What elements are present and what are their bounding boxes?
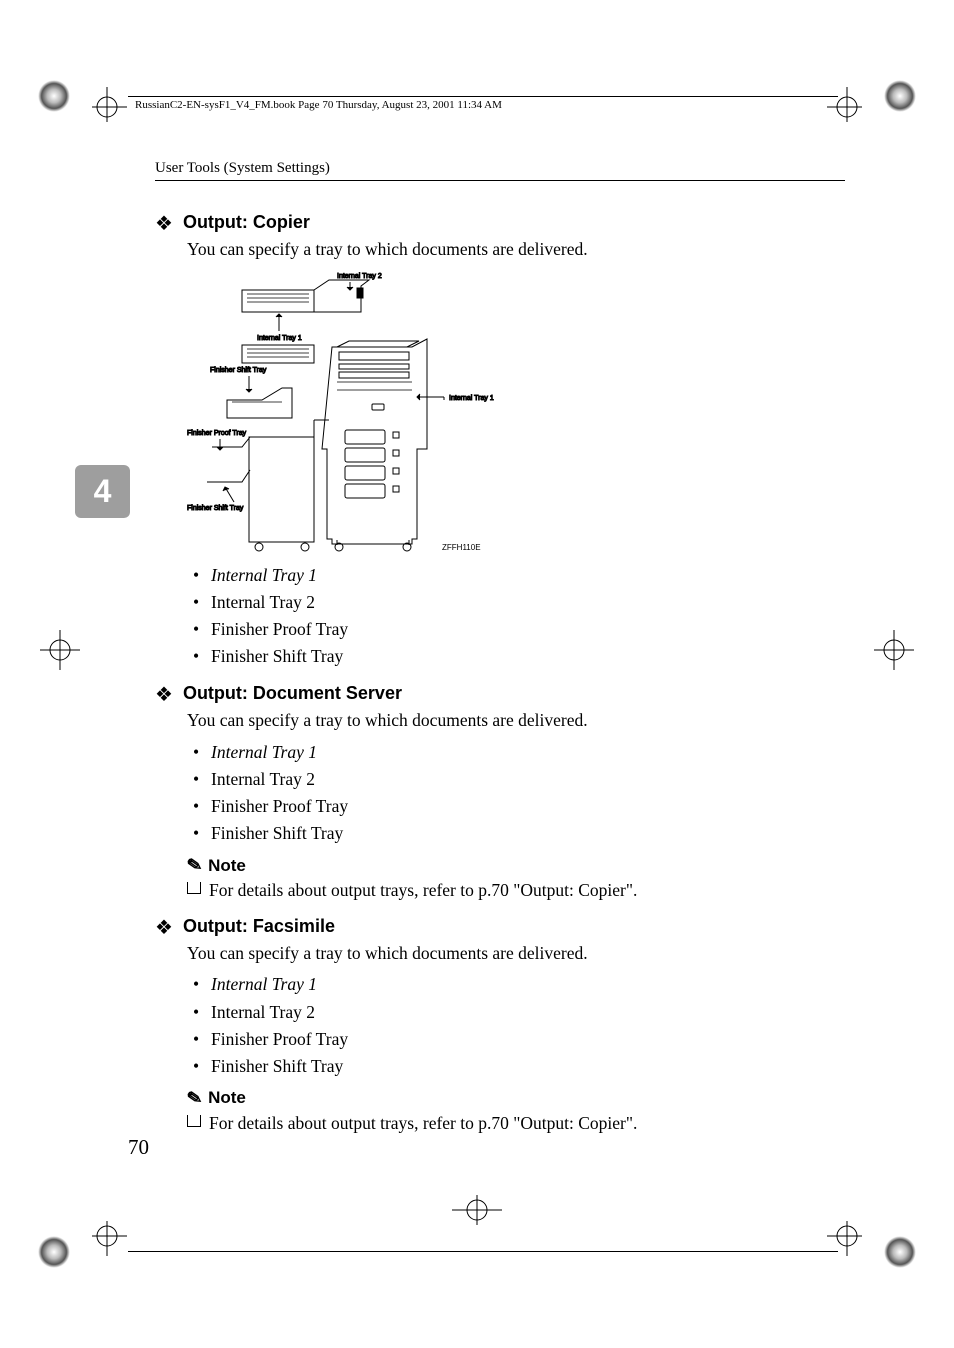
diamond-icon: ❖ [155,915,173,940]
list-item: Internal Tray 1 [193,971,845,998]
list-item: Finisher Shift Tray [193,643,845,670]
section-head-docserver: ❖ Output: Document Server [155,680,845,705]
diamond-icon: ❖ [155,682,173,707]
list-item: Finisher Proof Tray [193,793,845,820]
note-heading: ✎ Note [187,855,845,876]
crop-alignment-tl [92,82,132,127]
crop-mid-left [40,630,80,675]
list-item: Finisher Shift Tray [193,820,845,847]
crop-mark-top-left [38,80,70,112]
crop-mid-right [874,630,914,675]
crop-mark-top-right [884,80,916,112]
list-item: Internal Tray 1 [193,739,845,766]
heading-text: Output: Document Server [183,683,402,704]
pencil-icon: ✎ [185,1087,204,1110]
note-text: For details about output trays, refer to… [187,1111,845,1136]
body-text: You can specify a tray to which document… [187,942,845,966]
crop-mark-bot-right [884,1236,916,1268]
svg-text:ZFFH110E: ZFFH110E [442,543,481,552]
page-content: User Tools (System Settings) ❖ Output: C… [155,160,845,1143]
list-item: Internal Tray 2 [193,999,845,1026]
file-path-header: RussianC2-EN-sysF1_V4_FM.book Page 70 Th… [135,99,502,111]
svg-text:Finisher Shift Tray: Finisher Shift Tray [210,367,267,374]
heading-text: Output: Facsimile [183,916,335,937]
printer-diagram: Internal Tray 2 Internal Tray 1 Finisher… [187,272,509,552]
list-item: Internal Tray 1 [193,562,845,589]
checkbox-icon [187,1115,201,1127]
crop-alignment-tr [822,82,862,127]
note-text: For details about output trays, refer to… [187,878,845,903]
svg-text:Finisher Shift Tray: Finisher Shift Tray [187,505,244,512]
svg-text:Finisher Proof Tray: Finisher Proof Tray [187,430,247,437]
chapter-tab: 4 [75,465,130,518]
crop-line-bottom [128,1251,838,1252]
section-head-fax: ❖ Output: Facsimile [155,913,845,938]
body-text: You can specify a tray to which document… [187,238,845,262]
page-number: 70 [128,1135,149,1160]
list-item: Finisher Proof Tray [193,616,845,643]
list-item: Finisher Proof Tray [193,1026,845,1053]
crop-alignment-br [822,1221,862,1266]
running-head: User Tools (System Settings) [155,160,845,181]
options-list-fax: Internal Tray 1 Internal Tray 2 Finisher… [193,971,845,1080]
note-label: Note [208,1088,246,1108]
crop-mark-bot-left [38,1236,70,1268]
list-item: Finisher Shift Tray [193,1053,845,1080]
diamond-icon: ❖ [155,211,173,236]
heading-text: Output: Copier [183,212,310,233]
svg-text:Internal Tray 2: Internal Tray 2 [337,273,382,280]
center-crop-mark [452,1195,502,1230]
svg-text:Internal Tray 1: Internal Tray 1 [449,395,494,402]
list-item: Internal Tray 2 [193,589,845,616]
list-item: Internal Tray 2 [193,766,845,793]
crop-alignment-bl [92,1221,132,1266]
options-list-copier: Internal Tray 1 Internal Tray 2 Finisher… [193,562,845,671]
options-list-docserver: Internal Tray 1 Internal Tray 2 Finisher… [193,739,845,848]
section-head-copier: ❖ Output: Copier [155,209,845,234]
checkbox-icon [187,882,201,894]
crop-line-top [128,96,838,97]
pencil-icon: ✎ [185,854,204,877]
note-label: Note [208,856,246,876]
note-heading: ✎ Note [187,1088,845,1109]
body-text: You can specify a tray to which document… [187,709,845,733]
svg-text:Internal Tray 1: Internal Tray 1 [257,335,302,342]
